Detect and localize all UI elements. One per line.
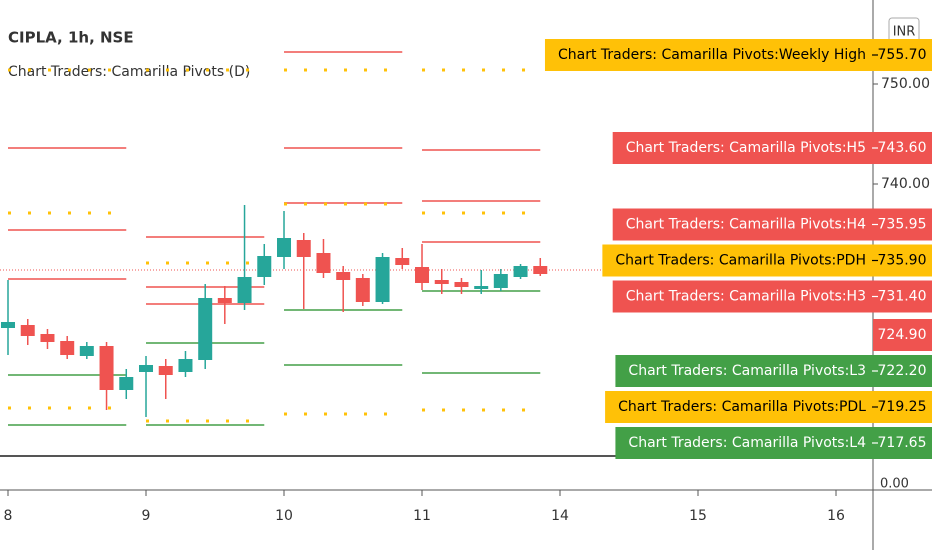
candle-body	[454, 282, 469, 287]
candle-body	[415, 267, 430, 283]
pivot-name-label: Chart Traders: Camarilla Pivots:L4	[628, 435, 866, 451]
price-tag-label: 743.60	[878, 140, 927, 156]
x-tick-label: 15	[689, 508, 707, 524]
candle-body	[40, 334, 55, 342]
price-tag-label: 735.95	[878, 217, 927, 233]
candle-body	[139, 365, 154, 372]
x-tick-label: 10	[275, 508, 293, 524]
candle-body	[99, 346, 114, 390]
y-tick-label: 750.00	[881, 76, 930, 92]
pivot-name-box	[612, 132, 873, 164]
pivot-name-box	[602, 244, 873, 277]
price-tag	[873, 391, 932, 423]
price-tag	[873, 208, 932, 241]
lower-pane-tick: 0.00	[880, 477, 909, 492]
pivot-name-box	[615, 355, 873, 387]
currency-label: INR	[893, 25, 916, 40]
pivot-name-box	[544, 39, 873, 71]
pivot-name-label: Chart Traders: Camarilla Pivots:H3	[626, 289, 866, 305]
candle-body	[493, 274, 508, 288]
candle-body	[60, 341, 75, 355]
pivot-name-box	[612, 208, 873, 241]
candle-body	[533, 266, 548, 274]
price-tag-label: 722.20	[878, 363, 927, 379]
x-tick-label: 11	[413, 508, 431, 524]
candle-body	[316, 253, 331, 273]
candle-body	[257, 256, 272, 277]
candle-body	[20, 325, 35, 336]
price-tag	[873, 132, 932, 164]
price-tag	[873, 427, 932, 459]
candle-body	[217, 298, 232, 303]
pivot-name-label: Chart Traders: Camarilla Pivots:PDH	[615, 253, 866, 269]
price-tag-label: 717.65	[878, 435, 927, 451]
candle-body	[513, 266, 528, 277]
candle-body	[198, 298, 213, 360]
pivot-name-label: Chart Traders: Camarilla Pivots:PDL	[618, 399, 866, 415]
pivot-name-label: Chart Traders: Camarilla Pivots:L3	[628, 363, 866, 379]
candle-body	[1, 322, 16, 328]
candle-body	[178, 359, 193, 372]
candle-body	[237, 277, 252, 303]
price-tag	[873, 244, 932, 277]
price-tag-label: 731.40	[878, 289, 927, 305]
candle-body	[375, 257, 390, 302]
y-tick-label: 740.00	[881, 176, 930, 192]
indicator-name: Chart Traders: Camarilla Pivots (D)	[8, 64, 250, 80]
candle-body	[158, 366, 173, 375]
candle-body	[336, 272, 351, 280]
price-tag	[873, 39, 932, 71]
pivot-name-box	[612, 280, 873, 313]
price-tag-label: 735.90	[878, 253, 927, 269]
candle-body	[277, 238, 292, 257]
candle-body	[79, 346, 94, 356]
x-tick-label: 9	[142, 508, 151, 524]
price-tag-label: 724.90	[878, 327, 927, 343]
price-tag	[873, 319, 932, 351]
pivot-name-label: Chart Traders: Camarilla Pivots:H4	[626, 217, 866, 233]
candle-body	[395, 258, 410, 265]
price-tag	[873, 355, 932, 387]
price-tag	[873, 280, 932, 313]
candle-body	[119, 377, 134, 390]
symbol-title: CIPLA, 1h, NSE	[8, 29, 134, 47]
pivot-name-label: Chart Traders: Camarilla Pivots:Weekly H…	[558, 47, 866, 63]
x-tick-label: 16	[827, 508, 845, 524]
pivot-name-label: Chart Traders: Camarilla Pivots:H5	[626, 140, 866, 156]
candle-body	[474, 286, 489, 289]
candle-body	[296, 240, 311, 257]
price-tag-label: 719.25	[878, 399, 927, 415]
pivot-name-box	[605, 391, 873, 423]
candle-body	[355, 278, 370, 302]
pivot-name-box	[615, 427, 873, 459]
candle-body	[434, 280, 449, 284]
x-tick-label: 14	[551, 508, 569, 524]
x-tick-label: 8	[4, 508, 13, 524]
price-tag-label: 755.70	[878, 47, 927, 63]
